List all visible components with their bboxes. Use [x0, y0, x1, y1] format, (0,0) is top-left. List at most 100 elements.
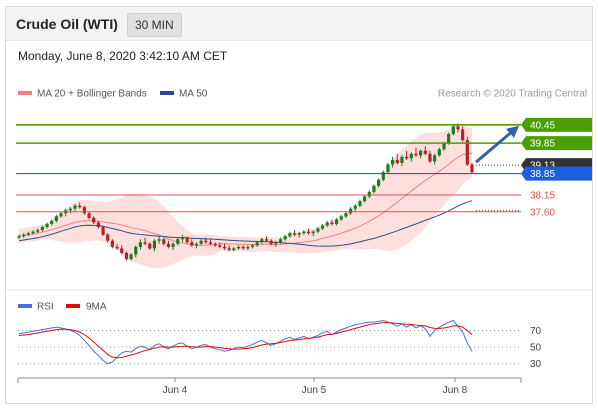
candle-body — [110, 240, 115, 247]
ma50-legend-label: MA 50 — [179, 89, 208, 100]
candle-body — [92, 217, 96, 223]
candle-body — [68, 208, 72, 211]
rsi-ma9-line — [18, 322, 473, 359]
candle-body — [166, 243, 171, 247]
rsi-tick-30: 30 — [530, 359, 542, 370]
candle-body — [456, 126, 460, 130]
candle-body — [129, 254, 133, 260]
ma9-legend-label: 9MA — [86, 302, 107, 313]
candle-body — [269, 240, 273, 244]
candle-body — [437, 149, 441, 156]
candle-body — [227, 248, 231, 250]
candle-body — [372, 185, 376, 192]
candle-body — [232, 248, 236, 250]
level-label-40.45: 40.45 — [530, 120, 555, 131]
candle-body — [433, 155, 437, 162]
candle-body — [106, 234, 110, 241]
candle-body — [278, 239, 283, 243]
candle-body — [115, 246, 119, 249]
candle-body — [222, 246, 227, 249]
level-label-37.60: 37.60 — [530, 207, 555, 218]
candle-body — [461, 129, 465, 141]
rsi-tick-70: 70 — [530, 326, 542, 337]
candle-body — [176, 239, 180, 244]
candle-body — [50, 220, 54, 224]
candle-body — [311, 231, 315, 234]
candle-body — [334, 219, 339, 224]
candle-body — [320, 225, 325, 229]
candle-body — [36, 230, 40, 232]
candle-body — [274, 242, 278, 244]
candle-body — [148, 243, 152, 249]
candle-body — [78, 205, 82, 208]
candle-body — [199, 240, 203, 244]
candle-body — [330, 222, 334, 224]
ma50-line — [18, 200, 473, 247]
candle-body — [236, 246, 241, 249]
candle-body — [367, 191, 371, 197]
candle-body — [442, 143, 446, 150]
instrument-title: Crude Oil (WTI) — [16, 16, 118, 32]
level-label-38.85: 38.85 — [530, 169, 555, 180]
candle-body — [22, 234, 26, 237]
candle-body — [152, 240, 157, 249]
candle-body — [208, 242, 213, 244]
level-label-39.13: 39.13 — [530, 161, 555, 172]
candle-body — [87, 213, 91, 218]
x-tick-label: Jun 5 — [302, 385, 327, 396]
candle-body — [213, 243, 217, 246]
candle-body — [353, 205, 357, 209]
credit-text: Research © 2020 Trading Central — [438, 89, 587, 100]
candle-body — [218, 245, 222, 247]
candle-body — [451, 126, 455, 134]
candle-body — [405, 156, 409, 159]
candle-body — [283, 236, 287, 240]
ma9-legend-swatch — [66, 304, 80, 308]
candle-body — [419, 150, 423, 156]
candle-body — [54, 216, 58, 221]
candle-body — [138, 242, 143, 247]
candle-body — [246, 246, 250, 249]
candle-body — [204, 240, 208, 243]
candle-body — [194, 243, 199, 246]
candle-body — [40, 227, 44, 231]
candle-body — [465, 140, 469, 165]
candle-body — [82, 207, 86, 214]
rsi-legend-label: RSI — [37, 302, 54, 313]
level-tag-39.85 — [521, 136, 592, 151]
candle-body — [73, 205, 77, 209]
level-label-39.85: 39.85 — [530, 139, 555, 150]
candle-body — [124, 252, 129, 260]
x-axis-ticks: Jun 4 Jun 5 Jun 8 — [17, 378, 522, 396]
candle-body — [120, 248, 124, 253]
candle-body — [264, 239, 269, 241]
candle-body — [162, 239, 166, 244]
candle-body — [171, 243, 175, 247]
candle-body — [400, 156, 404, 163]
candle-body — [348, 208, 353, 214]
candle-body — [157, 239, 161, 241]
forecast-arrow-head — [506, 125, 519, 138]
candle-body — [428, 153, 432, 162]
candle-body — [339, 216, 343, 220]
candle-body — [180, 237, 185, 240]
candle-body — [45, 223, 49, 228]
candle-body — [96, 222, 100, 228]
x-tick-label: Jun 4 — [163, 385, 188, 396]
x-tick-label: Jun 8 — [443, 385, 468, 396]
candle-body — [414, 153, 418, 156]
candle-body — [241, 246, 245, 249]
candle-body — [255, 242, 259, 246]
candle-body — [288, 233, 292, 237]
forecast-arrow — [475, 129, 514, 164]
candle-body — [447, 133, 451, 144]
ma20-legend-label: MA 20 + Bollinger Bands — [37, 89, 147, 100]
candle-body — [386, 164, 390, 173]
timeframe-button[interactable]: 30 MIN — [127, 13, 182, 37]
rsi-line — [18, 319, 473, 365]
ma20-legend-swatch — [18, 91, 32, 95]
candle-body — [344, 213, 348, 217]
candle-body — [409, 153, 413, 159]
candle-body — [362, 196, 367, 202]
candle-body — [134, 246, 138, 255]
